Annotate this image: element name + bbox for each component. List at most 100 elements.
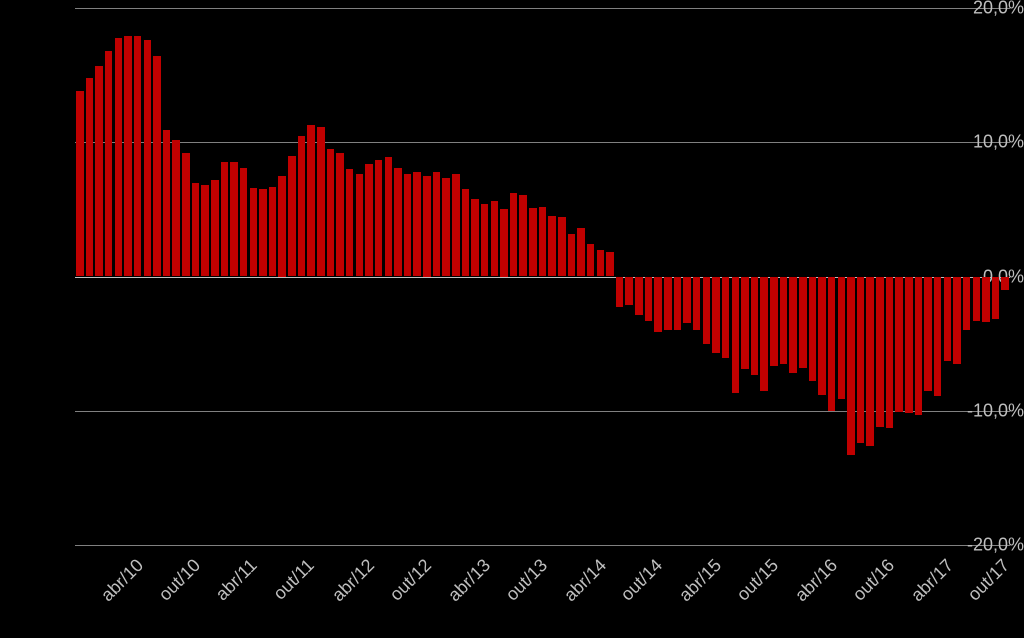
bar bbox=[741, 277, 749, 370]
bar bbox=[240, 168, 248, 277]
bar bbox=[95, 66, 103, 277]
bar bbox=[876, 277, 884, 427]
bar bbox=[462, 189, 470, 276]
x-tick-label: out/17 bbox=[964, 555, 1014, 605]
bar bbox=[905, 277, 913, 414]
bar bbox=[404, 174, 412, 276]
bar bbox=[105, 51, 113, 277]
bar bbox=[683, 277, 691, 324]
bar bbox=[317, 127, 325, 276]
bar bbox=[336, 153, 344, 277]
bar bbox=[250, 188, 258, 277]
x-tick-label: abr/12 bbox=[328, 555, 379, 606]
bar bbox=[115, 38, 123, 277]
bar bbox=[356, 174, 364, 276]
bar bbox=[230, 162, 238, 276]
y-tick-label: 20,0% bbox=[959, 0, 1024, 19]
bar bbox=[809, 277, 817, 382]
bar bbox=[519, 195, 527, 277]
bar bbox=[153, 56, 161, 276]
bar bbox=[818, 277, 826, 395]
bar bbox=[693, 277, 701, 331]
bar bbox=[722, 277, 730, 359]
bar bbox=[539, 207, 547, 277]
bar bbox=[635, 277, 643, 316]
bar bbox=[433, 172, 441, 277]
x-tick-label: abr/17 bbox=[906, 555, 957, 606]
bar bbox=[934, 277, 942, 396]
bar bbox=[674, 277, 682, 331]
y-tick-label: -10,0% bbox=[959, 400, 1024, 421]
bar bbox=[452, 174, 460, 276]
bar bbox=[597, 250, 605, 277]
bar bbox=[780, 277, 788, 364]
bar bbox=[288, 156, 296, 277]
bar bbox=[645, 277, 653, 321]
bar bbox=[866, 277, 874, 446]
bar bbox=[712, 277, 720, 354]
bar bbox=[510, 193, 518, 276]
bar bbox=[221, 162, 229, 276]
x-tick-label: out/14 bbox=[617, 555, 667, 605]
bar bbox=[625, 277, 633, 305]
bar bbox=[86, 78, 94, 277]
x-tick-label: abr/14 bbox=[559, 555, 610, 606]
bar bbox=[606, 252, 614, 276]
bar bbox=[616, 277, 624, 308]
bar bbox=[548, 216, 556, 276]
bar bbox=[394, 168, 402, 277]
bar bbox=[857, 277, 865, 443]
bar bbox=[163, 130, 171, 276]
bar bbox=[944, 277, 952, 362]
bar bbox=[278, 176, 286, 277]
gridline bbox=[75, 142, 1010, 143]
x-tick-label: abr/16 bbox=[791, 555, 842, 606]
bar bbox=[577, 228, 585, 276]
bar bbox=[375, 160, 383, 277]
bar bbox=[500, 209, 508, 276]
bar bbox=[385, 157, 393, 276]
x-tick-label: abr/11 bbox=[212, 555, 262, 605]
bar bbox=[654, 277, 662, 332]
bar bbox=[568, 234, 576, 277]
bar bbox=[269, 187, 277, 277]
bar bbox=[1001, 277, 1009, 290]
bar bbox=[963, 277, 971, 331]
bar bbox=[847, 277, 855, 456]
x-tick-label: abr/15 bbox=[675, 555, 726, 606]
x-tick-label: out/12 bbox=[386, 555, 436, 605]
bar bbox=[732, 277, 740, 394]
bar bbox=[307, 125, 315, 277]
bar bbox=[886, 277, 894, 429]
x-tick-label: abr/10 bbox=[97, 555, 148, 606]
bar bbox=[76, 91, 84, 276]
bar bbox=[789, 277, 797, 374]
bar bbox=[192, 183, 200, 277]
bar bbox=[259, 189, 267, 276]
gridline bbox=[75, 8, 1010, 9]
bar bbox=[346, 169, 354, 276]
bar bbox=[211, 180, 219, 277]
bar bbox=[770, 277, 778, 367]
y-tick-label: -20,0% bbox=[959, 535, 1024, 556]
bar bbox=[828, 277, 836, 411]
x-tick-label: out/13 bbox=[501, 555, 551, 605]
bar bbox=[953, 277, 961, 364]
bar bbox=[491, 201, 499, 276]
bar bbox=[471, 199, 479, 277]
bar bbox=[423, 176, 431, 277]
bar bbox=[703, 277, 711, 344]
x-tick-label: out/10 bbox=[154, 555, 204, 605]
bar bbox=[413, 172, 421, 277]
bar bbox=[144, 40, 152, 276]
y-tick-label: 10,0% bbox=[959, 132, 1024, 153]
bar bbox=[529, 208, 537, 276]
bar bbox=[587, 244, 595, 276]
bar bbox=[973, 277, 981, 321]
bar bbox=[924, 277, 932, 391]
bar bbox=[992, 277, 1000, 320]
bar bbox=[298, 136, 306, 277]
bar bbox=[558, 217, 566, 276]
bar bbox=[201, 185, 209, 276]
bar bbox=[799, 277, 807, 368]
